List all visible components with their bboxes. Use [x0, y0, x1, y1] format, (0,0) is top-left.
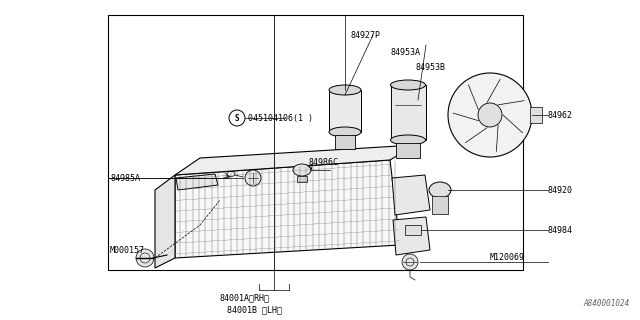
- Text: 84953B: 84953B: [415, 62, 445, 71]
- Ellipse shape: [390, 80, 426, 90]
- Bar: [432, 196, 448, 214]
- Polygon shape: [392, 175, 430, 215]
- Polygon shape: [175, 145, 415, 175]
- Bar: [396, 143, 420, 158]
- Polygon shape: [393, 217, 430, 255]
- Text: 84001A〈RH〉: 84001A〈RH〉: [219, 293, 269, 302]
- Text: S: S: [235, 114, 239, 123]
- Text: A840001024: A840001024: [584, 299, 630, 308]
- Bar: [329, 90, 361, 132]
- Bar: [297, 176, 307, 182]
- Text: 84953A: 84953A: [390, 47, 420, 57]
- Text: 84962: 84962: [548, 110, 573, 119]
- Text: M120069: M120069: [490, 253, 525, 262]
- Text: 84986C: 84986C: [308, 157, 338, 166]
- Polygon shape: [176, 174, 218, 190]
- Text: 84984: 84984: [548, 226, 573, 235]
- Ellipse shape: [329, 127, 361, 137]
- Bar: [391, 85, 426, 140]
- Bar: [108, 15, 523, 270]
- Ellipse shape: [390, 135, 426, 145]
- Text: 84927P: 84927P: [350, 30, 380, 39]
- Bar: [335, 135, 355, 149]
- Ellipse shape: [429, 182, 451, 198]
- Circle shape: [448, 73, 532, 157]
- Circle shape: [136, 249, 154, 267]
- Circle shape: [478, 103, 502, 127]
- Text: 84001B 〈LH〉: 84001B 〈LH〉: [227, 306, 282, 315]
- Ellipse shape: [329, 85, 361, 95]
- Text: M000157: M000157: [110, 245, 145, 254]
- Polygon shape: [175, 160, 400, 258]
- Ellipse shape: [293, 164, 311, 176]
- Polygon shape: [155, 175, 175, 268]
- Text: 045104106(1 ): 045104106(1 ): [248, 114, 313, 123]
- Text: 84985A: 84985A: [110, 173, 140, 182]
- Bar: [405, 225, 421, 235]
- Circle shape: [245, 170, 261, 186]
- Circle shape: [402, 254, 418, 270]
- Bar: [530, 107, 542, 123]
- Text: 84920: 84920: [548, 186, 573, 195]
